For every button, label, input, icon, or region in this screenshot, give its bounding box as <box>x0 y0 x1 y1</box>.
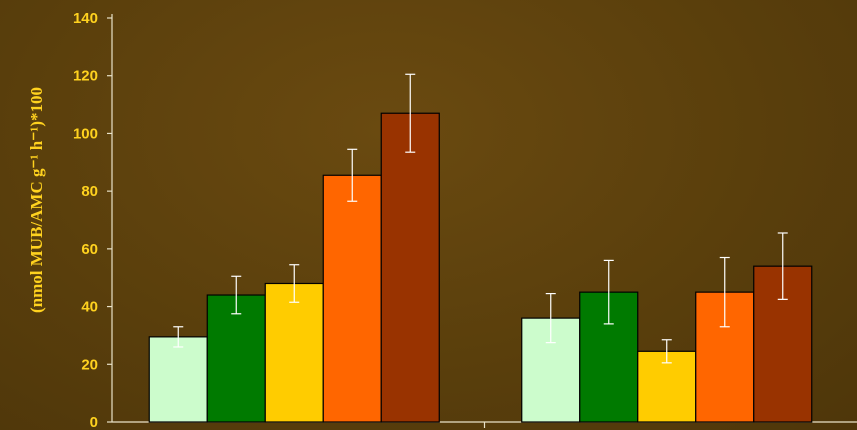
y-tick-label: 140 <box>73 10 98 27</box>
error-bar <box>777 232 788 300</box>
error-bar <box>347 148 358 202</box>
y-axis-title: (nmol MUB/AMC g⁻¹ h⁻¹)*100 <box>27 87 46 313</box>
y-tick-label: 100 <box>73 125 98 142</box>
bar <box>264 282 324 423</box>
error-bar <box>173 326 184 348</box>
error-bar <box>719 256 730 328</box>
y-axis-ticks: 0 20 40 60 80 100 120 140 <box>73 10 486 430</box>
bar <box>148 336 208 423</box>
y-tick-label: 0 <box>90 414 98 430</box>
error-bars <box>173 73 788 364</box>
bar <box>206 294 266 423</box>
y-tick-label: 80 <box>81 183 98 200</box>
error-bar <box>603 259 614 325</box>
y-tick-label: 40 <box>81 299 98 316</box>
y-tick-label: 120 <box>73 68 98 85</box>
error-bar <box>231 275 242 315</box>
bar <box>322 174 382 423</box>
error-bar <box>661 339 672 364</box>
error-bar <box>289 264 300 303</box>
error-bar <box>405 73 416 153</box>
y-tick-label: 20 <box>81 356 98 373</box>
error-bar <box>545 292 556 344</box>
bar <box>380 112 440 423</box>
y-tick-label: 60 <box>81 241 98 258</box>
y-axis-label: (nmol MUB/AMC g⁻¹ h⁻¹)*100 <box>27 87 46 313</box>
bars <box>148 112 813 423</box>
